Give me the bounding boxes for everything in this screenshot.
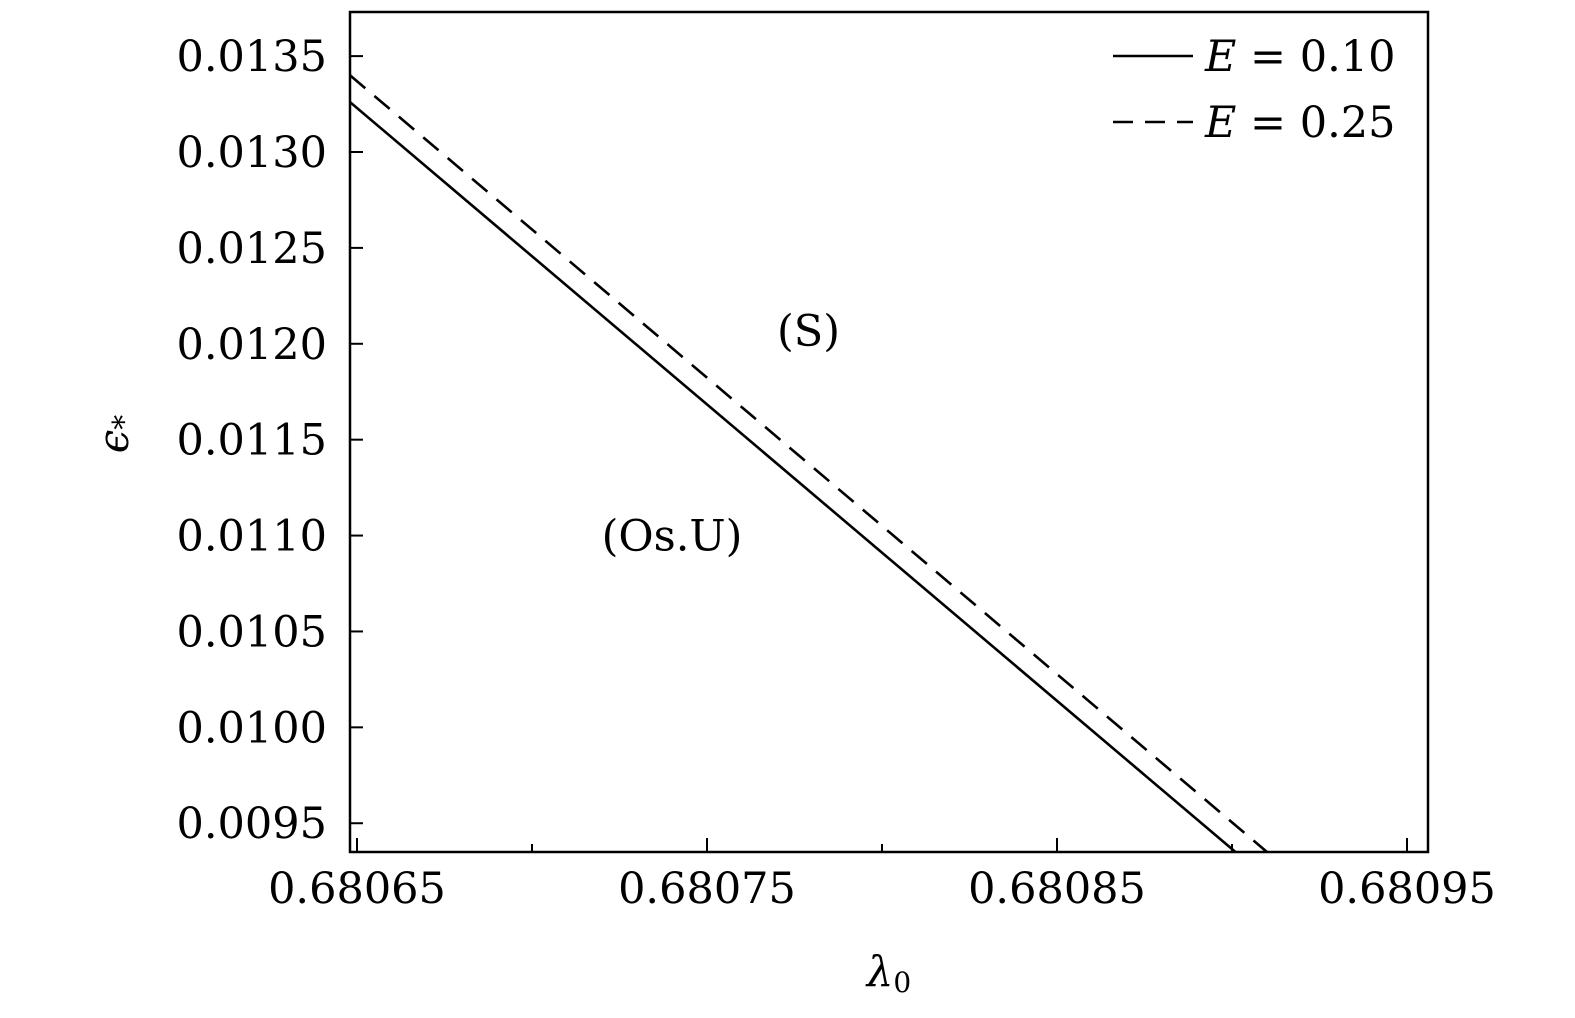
x-tick-label: 0.68085 — [968, 864, 1146, 914]
series-layer — [350, 74, 1268, 852]
y-tick-label: 0.0125 — [177, 224, 327, 274]
annotations-layer: (S) (Os.U) — [602, 306, 840, 561]
y-tick-label: 0.0135 — [177, 32, 327, 82]
y-tick-label: 0.0115 — [177, 416, 327, 466]
y-tick-label: 0.0095 — [177, 799, 327, 849]
x-tick-label: 0.68075 — [618, 864, 796, 914]
y-axis-title: ϵ* — [89, 415, 142, 454]
legend-entry: E = 0.25 — [1204, 98, 1396, 148]
x-tick-label: 0.68065 — [268, 864, 446, 914]
series-line-e-0-25 — [350, 74, 1268, 852]
region-label: (S) — [777, 306, 840, 356]
y-tick-label: 0.0100 — [177, 703, 327, 753]
y-tick-label: 0.0120 — [177, 320, 327, 370]
x-axis-title: λ0 — [865, 947, 911, 999]
series-line-e-0-10 — [350, 101, 1237, 852]
y-tick-label: 0.0110 — [177, 512, 327, 562]
legend: E = 0.10 E = 0.25 — [1113, 32, 1396, 148]
y-tick-label: 0.0130 — [177, 128, 327, 178]
axis-ticks: 0.68065 0.68075 0.68085 0.68095 0.0095 0.0100… — [177, 32, 1496, 914]
y-tick-label: 0.0105 — [177, 607, 327, 657]
x-tick-label: 0.68095 — [1318, 864, 1496, 914]
region-label: (Os.U) — [602, 512, 743, 562]
legend-entry: E = 0.10 — [1204, 32, 1396, 82]
plot-frame — [348, 10, 1430, 854]
